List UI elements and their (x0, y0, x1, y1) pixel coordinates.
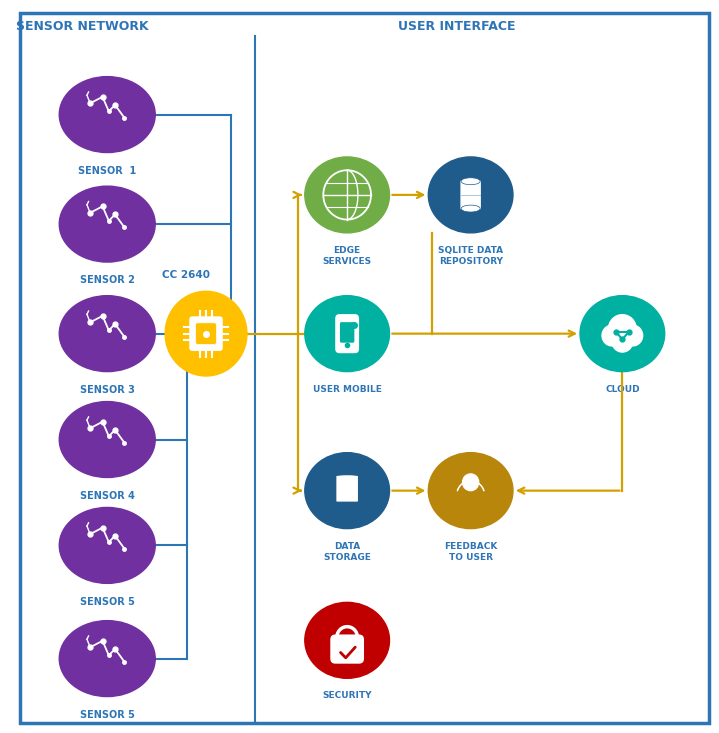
Ellipse shape (337, 492, 357, 495)
FancyBboxPatch shape (460, 180, 481, 210)
FancyBboxPatch shape (189, 317, 223, 351)
Text: SENSOR 4: SENSOR 4 (80, 490, 134, 501)
Ellipse shape (429, 157, 513, 233)
Text: SENSOR 5: SENSOR 5 (80, 710, 134, 720)
Circle shape (623, 325, 643, 346)
Text: CLOUD: CLOUD (605, 385, 640, 394)
Text: CC 2640: CC 2640 (162, 270, 209, 280)
Text: SENSOR  1: SENSOR 1 (78, 166, 137, 176)
Ellipse shape (59, 295, 155, 372)
Text: SENSOR NETWORK: SENSOR NETWORK (17, 21, 149, 34)
Text: EDGE
SERVICES: EDGE SERVICES (323, 246, 372, 267)
FancyBboxPatch shape (196, 323, 216, 345)
Ellipse shape (59, 507, 155, 583)
Text: FEEDBACK
TO USER: FEEDBACK TO USER (444, 542, 498, 562)
Ellipse shape (580, 295, 664, 372)
FancyBboxPatch shape (330, 635, 364, 663)
Ellipse shape (305, 157, 390, 233)
FancyBboxPatch shape (336, 493, 358, 501)
FancyBboxPatch shape (336, 485, 358, 493)
Text: SENSOR 5: SENSOR 5 (80, 597, 134, 606)
Ellipse shape (461, 178, 480, 185)
Text: SQLITE DATA
REPOSITORY: SQLITE DATA REPOSITORY (438, 246, 503, 267)
Text: SENSOR 3: SENSOR 3 (80, 385, 134, 395)
Ellipse shape (59, 77, 155, 152)
Ellipse shape (337, 475, 357, 478)
Ellipse shape (59, 402, 155, 477)
Text: DATA
STORAGE: DATA STORAGE (324, 542, 371, 562)
Text: USER INTERFACE: USER INTERFACE (398, 21, 516, 34)
Text: SENSOR 2: SENSOR 2 (80, 275, 134, 285)
FancyBboxPatch shape (20, 13, 709, 723)
FancyBboxPatch shape (336, 476, 358, 485)
Circle shape (602, 325, 622, 346)
Circle shape (165, 291, 247, 376)
Text: USER MOBILE: USER MOBILE (313, 385, 382, 394)
Ellipse shape (337, 484, 357, 486)
Ellipse shape (305, 295, 390, 372)
Circle shape (612, 331, 633, 352)
Ellipse shape (305, 453, 390, 528)
Circle shape (608, 314, 636, 344)
Ellipse shape (59, 186, 155, 262)
Circle shape (462, 474, 479, 490)
Text: SECURITY: SECURITY (322, 691, 372, 701)
Ellipse shape (461, 205, 480, 212)
FancyBboxPatch shape (340, 323, 354, 343)
Ellipse shape (429, 453, 513, 528)
FancyBboxPatch shape (335, 314, 359, 353)
Ellipse shape (305, 603, 390, 678)
Ellipse shape (59, 621, 155, 696)
